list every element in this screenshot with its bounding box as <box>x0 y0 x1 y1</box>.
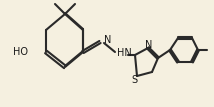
Text: HN: HN <box>117 48 132 58</box>
Text: HO: HO <box>13 47 28 57</box>
Text: N: N <box>104 35 111 45</box>
Text: N: N <box>145 40 153 50</box>
Text: S: S <box>131 75 137 85</box>
